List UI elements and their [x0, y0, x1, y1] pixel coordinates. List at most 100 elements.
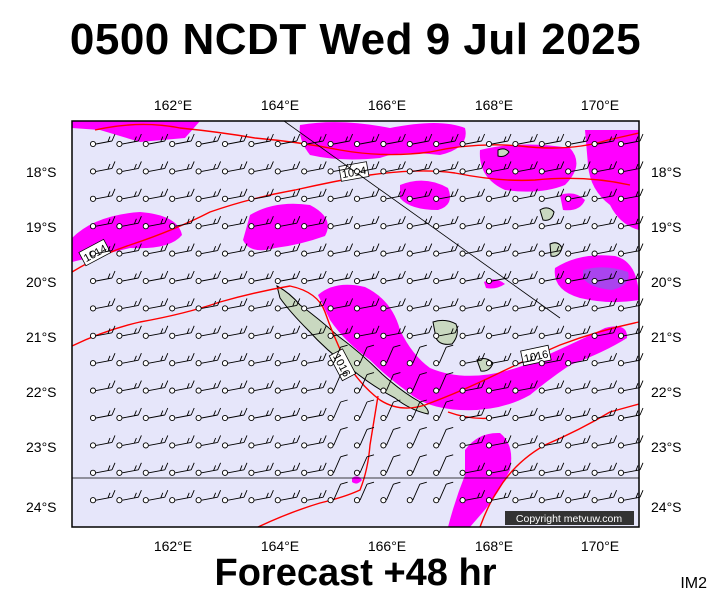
wind-barb [248, 188, 274, 202]
wind-barb [617, 216, 644, 230]
wind-barb [459, 490, 486, 504]
wind-barb [353, 372, 375, 394]
wind-barbs [89, 133, 644, 504]
wind-barb [248, 161, 274, 175]
wind-barb [327, 372, 348, 394]
precip-left-b [243, 203, 328, 251]
wind-barb [565, 462, 591, 476]
right-axis: 18°S 19°S 20°S 21°S 22°S 23°S 24°S [651, 164, 682, 515]
wind-barb [591, 161, 618, 175]
lon-tick-top: 166°E [368, 97, 406, 113]
wind-barb [116, 270, 142, 285]
wind-barb [565, 298, 591, 312]
wind-barb [195, 216, 222, 230]
precip-bottom [448, 432, 512, 527]
wind-barb [301, 216, 327, 230]
wind-barb [169, 435, 195, 449]
wind-barb [221, 407, 248, 422]
wind-barb [433, 243, 459, 257]
wind-barb [142, 270, 169, 285]
wind-barb [591, 407, 618, 422]
wind-barb [538, 243, 565, 257]
wind-barb [380, 298, 406, 312]
wind-barb [459, 380, 486, 394]
wind-barb [485, 243, 512, 257]
lat-tick-right: 20°S [651, 274, 682, 290]
wind-barb [565, 490, 591, 504]
wind-barb [353, 270, 380, 285]
precip-heavy-core [583, 267, 629, 290]
wind-barb [565, 270, 591, 285]
wind-barb [512, 380, 538, 394]
wind-barb [89, 380, 116, 394]
wind-barb [248, 353, 274, 367]
island-north-c [497, 148, 510, 157]
precip-top-right-b [585, 130, 639, 230]
wind-barb [221, 188, 248, 202]
wind-barb [301, 133, 327, 148]
wind-barb [274, 298, 301, 312]
wind-barb [142, 407, 169, 422]
wind-barb [617, 490, 644, 504]
wind-barb [565, 243, 591, 257]
wind-barb [406, 188, 433, 202]
wind-barb [301, 270, 327, 285]
wind-barb [512, 188, 538, 202]
wind-barb [617, 270, 644, 285]
precip-center-band [318, 284, 628, 411]
lat-tick-left: 23°S [26, 439, 57, 455]
isobar-1 [94, 123, 640, 156]
wind-barb [485, 407, 512, 422]
isobar-4 [257, 395, 379, 528]
wind-barb [116, 380, 142, 394]
wind-barb [116, 407, 142, 422]
isobar-5 [479, 403, 640, 528]
wind-barb [248, 407, 274, 422]
wind-barb [195, 462, 222, 476]
wind-barb [353, 481, 375, 504]
wind-barb [538, 188, 565, 202]
wind-barb [274, 407, 301, 422]
lon-tick-bottom: 162°E [154, 538, 192, 554]
wind-barb [116, 490, 142, 504]
wind-barb [485, 353, 512, 367]
wind-barb [221, 435, 248, 449]
wind-barb [617, 435, 644, 449]
lat-tick-left: 22°S [26, 384, 57, 400]
wind-barb [485, 325, 512, 339]
wind-barb [353, 344, 375, 367]
wind-barb [142, 353, 169, 367]
top-axis: 162°E 164°E 166°E 168°E 170°E [154, 97, 619, 113]
wind-barb [221, 216, 248, 230]
wind-barb [433, 344, 454, 367]
wind-barb [512, 270, 538, 285]
wind-barb [406, 426, 427, 449]
wind-barb [406, 481, 427, 504]
wind-barb [538, 435, 565, 449]
wind-barb [142, 325, 169, 339]
wind-barb [591, 325, 618, 339]
wind-barb [433, 161, 459, 175]
wind-barb [169, 188, 195, 202]
wind-barb [301, 188, 327, 202]
lat-tick-left: 21°S [26, 329, 57, 345]
wind-barb [380, 426, 401, 449]
wind-barb [353, 188, 380, 202]
wind-barb [248, 380, 274, 394]
wind-barb [512, 216, 538, 230]
wind-barb [327, 161, 354, 175]
wind-barb [538, 216, 565, 230]
wind-barb [433, 298, 459, 312]
copyright-text: Copyright metvuw.com [516, 513, 622, 525]
wind-barb [169, 407, 195, 422]
wind-barb [538, 353, 565, 367]
wind-barb [380, 133, 406, 148]
wind-barb [116, 462, 142, 476]
wind-barb [221, 462, 248, 476]
wind-barb [459, 353, 486, 367]
wind-barb [327, 481, 348, 504]
wind-barb [274, 325, 301, 339]
wind-barb [274, 188, 301, 202]
wind-barb [459, 216, 486, 230]
wind-barb [169, 270, 195, 285]
